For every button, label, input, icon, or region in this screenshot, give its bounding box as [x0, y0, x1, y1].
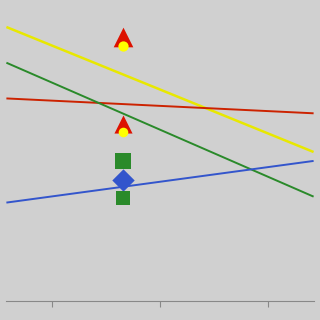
- Point: [121, 35, 126, 40]
- Point: [121, 178, 126, 183]
- Point: [121, 130, 126, 135]
- Point: [121, 158, 126, 164]
- Point: [121, 43, 126, 48]
- Point: [121, 196, 126, 201]
- Point: [121, 121, 126, 126]
